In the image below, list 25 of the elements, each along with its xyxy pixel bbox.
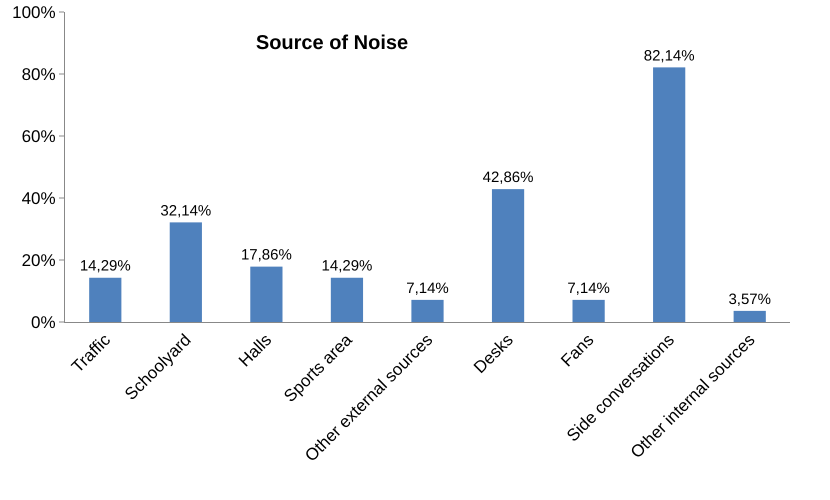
data-label: 82,14% xyxy=(644,47,695,64)
bar xyxy=(89,278,122,322)
bar xyxy=(330,278,364,322)
bar xyxy=(492,189,524,322)
data-label: 14,29% xyxy=(322,258,372,275)
text: Source of Noise xyxy=(256,32,408,54)
y-tick-label: 100% xyxy=(12,2,56,22)
data-label: 42,86% xyxy=(482,169,534,186)
bar xyxy=(250,266,282,322)
y-tick-label: 20% xyxy=(22,250,56,270)
data-label: 14,29% xyxy=(80,258,131,275)
bar xyxy=(411,300,444,322)
y-tick-label: 0% xyxy=(31,312,56,332)
bar xyxy=(734,310,766,322)
data-label: 32,14% xyxy=(160,202,212,220)
bar xyxy=(170,222,202,322)
data-label: 17,86% xyxy=(240,246,292,264)
data-label: 7,14% xyxy=(567,280,610,297)
data-label: 3,57% xyxy=(728,290,771,308)
bar xyxy=(572,300,605,322)
y-tick-label: 40% xyxy=(22,188,56,208)
y-tick-label: 60% xyxy=(22,126,56,146)
data-label: 7,14% xyxy=(406,280,449,297)
y-tick-label: 80% xyxy=(22,64,56,84)
bar xyxy=(653,67,686,322)
